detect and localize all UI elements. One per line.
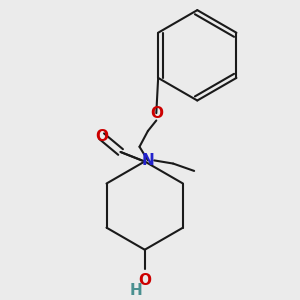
Text: O: O <box>138 273 151 288</box>
Text: N: N <box>142 153 154 168</box>
Text: O: O <box>150 106 163 121</box>
Text: O: O <box>95 129 108 144</box>
Text: H: H <box>130 284 143 298</box>
